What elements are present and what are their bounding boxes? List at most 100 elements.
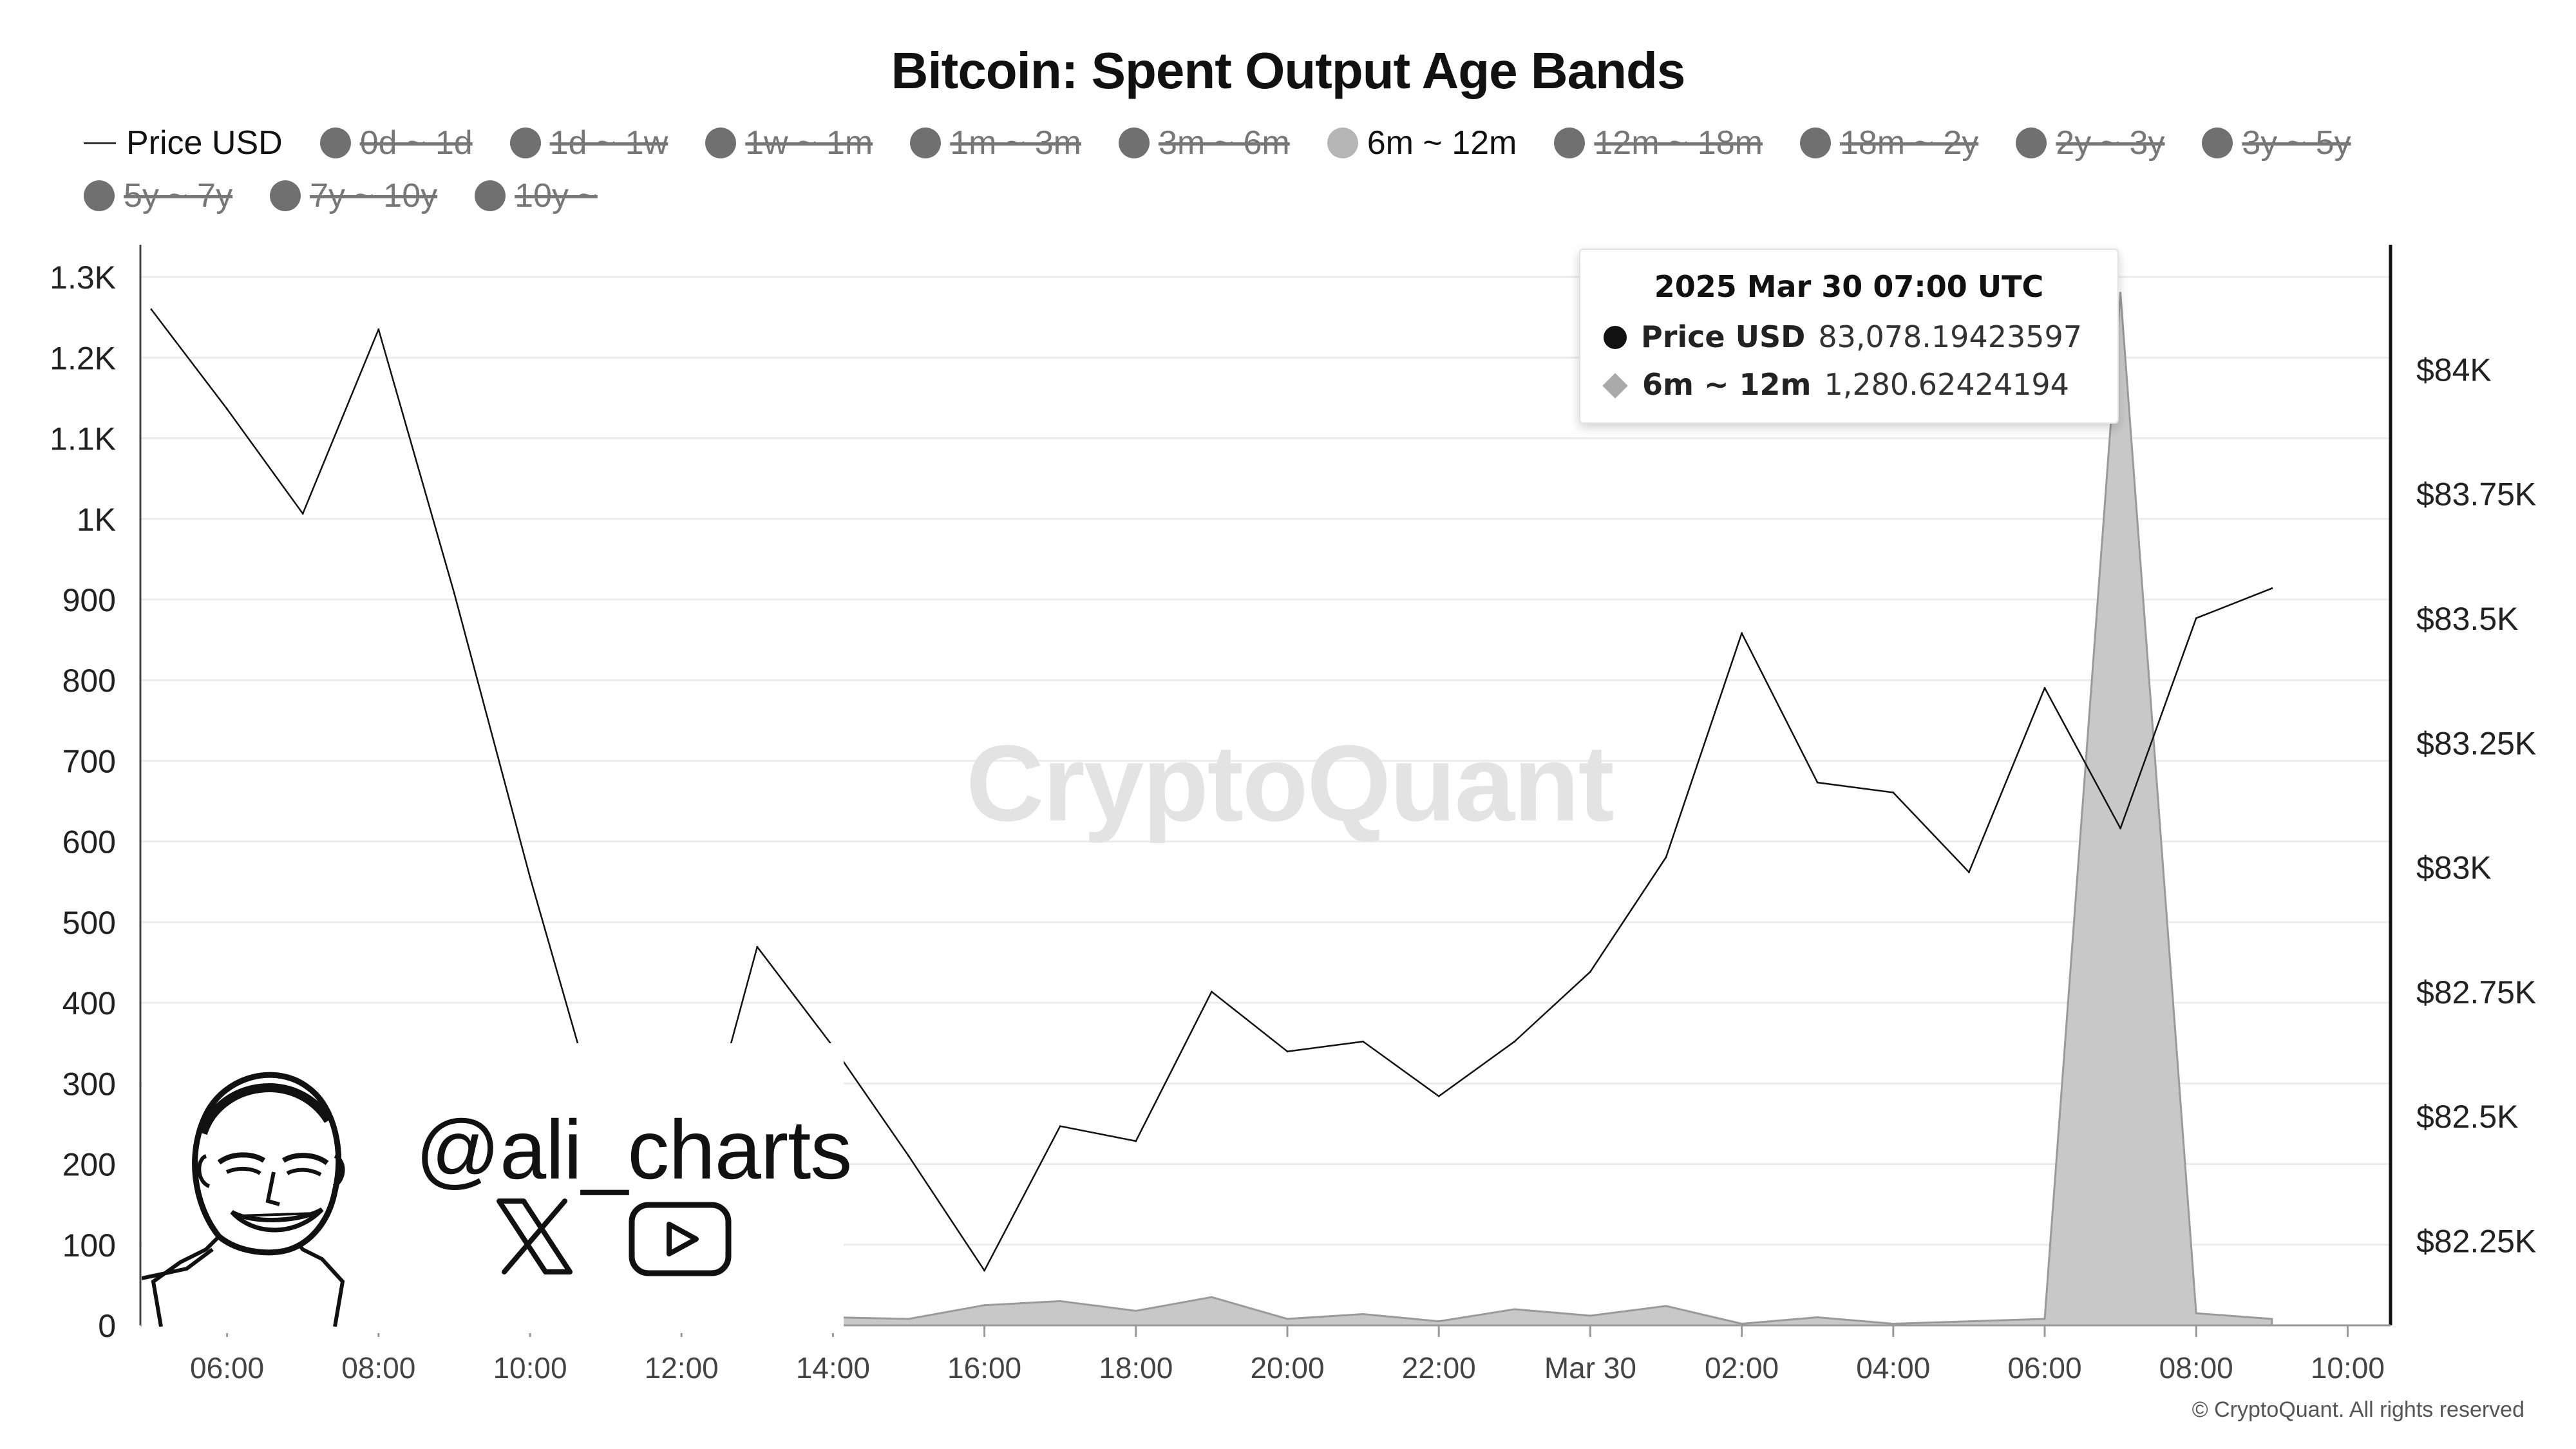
area-point <box>2043 1318 2046 1320</box>
author-handle: @ali_charts <box>415 1103 852 1197</box>
dot-marker-icon <box>1554 128 1586 158</box>
dot-marker-icon <box>910 128 942 158</box>
area-point <box>1892 1322 1895 1325</box>
price-point <box>2271 587 2273 590</box>
y-right-tick-label: $82.75K <box>2416 974 2536 1010</box>
price-point <box>226 408 229 410</box>
legend-item[interactable]: 10y ~ <box>475 175 598 216</box>
price-point <box>983 1269 986 1272</box>
tooltip-value: 83,078.19423597 <box>1818 319 2083 354</box>
area-point <box>1816 1316 1819 1318</box>
area-point <box>907 1318 910 1320</box>
area-point <box>1362 1312 1365 1315</box>
y-right-tick-label: $82.5K <box>2416 1099 2518 1135</box>
y-right-tick-label: $83K <box>2416 850 2492 886</box>
price-point <box>2195 617 2197 620</box>
x-tick-label: 20:00 <box>1250 1351 1324 1385</box>
legend-item[interactable]: 18m ~ 2y <box>1799 122 1978 164</box>
y-left-tick-label: 800 <box>62 663 116 699</box>
legend-item[interactable]: 7y ~ 10y <box>270 175 437 216</box>
price-point <box>377 328 380 330</box>
legend-item[interactable]: Price USD <box>84 122 283 164</box>
dot-marker-icon <box>2016 128 2047 158</box>
y-left-tick-label: 1.2K <box>50 340 116 376</box>
y-right-tick-label: $84K <box>2416 352 2492 388</box>
price-point <box>150 308 153 311</box>
x-tick-label: 16:00 <box>947 1351 1021 1385</box>
legend-item[interactable]: 1m ~ 3m <box>910 122 1081 164</box>
tooltip-label: 6m ~ 12m <box>1642 367 1812 402</box>
y-left-tick-label: 300 <box>62 1066 116 1102</box>
price-point <box>1741 632 1743 634</box>
watermark: CryptoQuant <box>966 723 1615 844</box>
legend-label: 10y ~ <box>515 177 598 214</box>
price-point <box>907 1155 910 1157</box>
area-point <box>1437 1320 1440 1323</box>
legend-item[interactable]: 3m ~ 6m <box>1118 122 1290 164</box>
dot-marker-icon <box>1327 128 1358 158</box>
area-point <box>2119 291 2122 294</box>
y-left-tick-label: 1.1K <box>50 421 116 457</box>
price-point <box>1135 1140 1137 1142</box>
legend-label: 3y ~ 5y <box>2242 124 2351 162</box>
price-point <box>1589 971 1591 973</box>
x-tick-label: 18:00 <box>1099 1351 1173 1385</box>
dot-marker-icon <box>509 128 541 158</box>
area-point <box>1135 1309 1137 1312</box>
price-point <box>2043 687 2046 689</box>
x-tick-label: 10:00 <box>2311 1351 2385 1385</box>
tooltip: 2025 Mar 30 07:00 UTC Price USD 83,078.19… <box>1579 249 2119 424</box>
legend-item[interactable]: 3y ~ 5y <box>2202 122 2351 164</box>
legend-label: Price USD <box>126 124 283 162</box>
y-left-tick-label: 1K <box>77 502 116 538</box>
x-tick-label: 02:00 <box>1705 1351 1779 1385</box>
y-left-tick-label: 1.3K <box>50 260 116 296</box>
y-left-tick-label: 100 <box>62 1227 116 1264</box>
area-point <box>1665 1305 1667 1307</box>
legend-item[interactable]: 12m ~ 18m <box>1554 122 1763 164</box>
area-point <box>2271 1318 2273 1320</box>
x-tick-label: 06:00 <box>190 1351 264 1385</box>
price-point <box>1816 781 1819 784</box>
legend-item[interactable]: 1d ~ 1w <box>509 122 668 164</box>
price-point <box>1059 1125 1061 1128</box>
legend-item[interactable]: 2y ~ 3y <box>2016 122 2164 164</box>
legend-label: 6m ~ 12m <box>1367 124 1517 162</box>
dot-marker-icon <box>2202 128 2233 158</box>
price-point <box>1210 990 1213 993</box>
price-point <box>1967 871 1970 873</box>
price-point <box>1437 1095 1440 1097</box>
promo-overlay <box>142 1043 844 1333</box>
area-point <box>1513 1308 1516 1311</box>
y-right-tick-label: $83.5K <box>2416 601 2518 637</box>
youtube-play-icon[interactable] <box>628 1201 737 1285</box>
tooltip-row-band: 6m ~ 12m 1,280.62424194 <box>1602 367 2069 402</box>
legend-item[interactable]: 5y ~ 7y <box>84 175 232 216</box>
legend-label: 7y ~ 10y <box>310 177 438 214</box>
price-point <box>756 945 759 948</box>
tooltip-title: 2025 Mar 30 07:00 UTC <box>1654 269 2044 304</box>
price-point <box>453 592 455 594</box>
price-point <box>1362 1040 1365 1043</box>
area-point <box>2195 1312 2197 1314</box>
y-right-tick-label: $83.25K <box>2416 725 2536 761</box>
legend-item[interactable]: 6m ~ 12m <box>1327 122 1517 164</box>
y-left-tick-label: 700 <box>62 743 116 779</box>
avatar-sketch <box>142 1072 345 1327</box>
area-point <box>983 1304 986 1307</box>
dot-marker-icon <box>84 180 115 211</box>
x-tick-label: 22:00 <box>1402 1351 1476 1385</box>
x-tick-label: 12:00 <box>645 1351 719 1385</box>
x-tick-label: 06:00 <box>2007 1351 2081 1385</box>
legend-item[interactable]: 0d ~ 1d <box>319 122 473 164</box>
tooltip-row-price: Price USD 83,078.19423597 <box>1604 319 2082 354</box>
area-point <box>1589 1314 1591 1317</box>
legend-item[interactable]: 1w ~ 1m <box>705 122 873 164</box>
price-point <box>1892 791 1895 794</box>
legend-label: 1w ~ 1m <box>745 124 873 162</box>
x-logo-icon[interactable] <box>493 1195 576 1278</box>
legend-label: 5y ~ 7y <box>124 177 233 214</box>
y-left-tick-label: 0 <box>98 1308 116 1344</box>
price-point <box>301 513 304 515</box>
legend-label: 3m ~ 6m <box>1158 124 1290 162</box>
